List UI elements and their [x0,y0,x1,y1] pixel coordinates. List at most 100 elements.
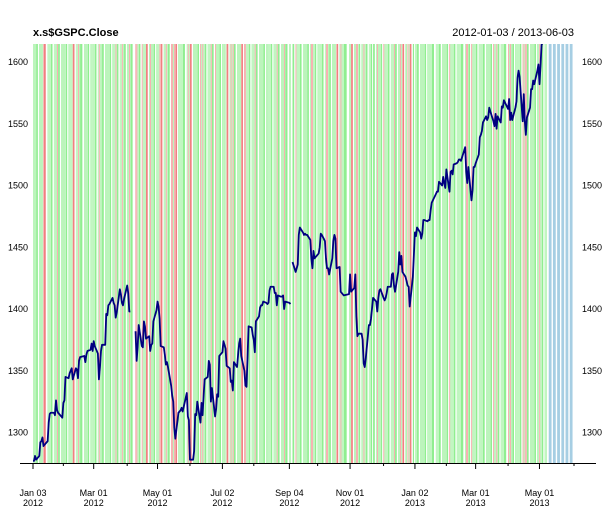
regime-band [159,44,161,463]
regime-band [306,44,307,463]
x-tick-label: May 01 [525,488,555,498]
regime-band [269,44,271,463]
regime-band [120,44,122,463]
chart-title: x.s$GSPC.Close [33,27,119,39]
regime-band [115,44,117,463]
regime-band [153,44,156,463]
regime-band [314,44,317,463]
date-range-label: 2012-01-03 / 2013-06-03 [452,27,574,39]
x-tick-label: Nov 01 [336,488,365,498]
regime-band [196,44,197,463]
regime-band [386,44,388,463]
x-tick-year-label: 2013 [405,498,425,508]
regime-band [124,44,126,463]
regime-band [90,44,92,463]
regime-band [268,44,270,463]
regime-band [260,44,261,463]
regime-band [173,44,174,463]
regime-band [266,44,267,463]
regime-band [361,44,363,463]
regime-band [34,44,35,463]
regime-band [452,44,454,463]
regime-band [39,44,40,463]
regime-band [116,44,119,463]
regime-band [105,44,106,463]
regime-band [262,44,263,463]
regime-band [515,44,516,463]
regime-band [267,44,268,463]
regime-band [435,44,437,463]
regime-band [489,44,490,463]
regime-band [150,44,151,463]
regime-band [500,44,502,463]
regime-band [41,44,42,463]
regime-band [277,44,280,463]
regime-band [451,44,453,463]
regime-band [431,44,434,463]
regime-band [439,44,441,463]
regime-band [255,44,258,463]
regime-band [64,44,65,463]
price-line [134,285,292,461]
y-tick-label-left: 1550 [8,119,28,129]
regime-band [444,44,445,463]
regime-band [376,44,377,463]
regime-band [402,44,405,463]
regime-band [94,44,97,463]
regime-band [182,44,185,463]
regime-band [474,44,476,463]
regime-band [85,44,86,463]
regime-band [233,44,236,463]
projection-band [557,44,560,463]
regime-band [530,44,531,463]
regime-band [121,44,123,463]
regime-band [181,44,183,463]
regime-band [384,44,386,463]
regime-band [482,44,485,463]
x-tick-label: Sep 04 [275,488,304,498]
price-line [33,284,131,462]
regime-band [107,44,108,463]
regime-band [509,44,510,463]
regime-band [541,44,544,463]
regime-band [495,44,497,463]
regime-band [284,44,285,463]
regime-band [424,44,427,463]
regime-band [201,44,203,463]
regime-band [238,44,239,463]
regime-band [119,44,121,463]
regime-band [209,44,211,463]
regime-band [178,44,180,463]
regime-band [219,44,221,463]
regime-band [152,44,153,463]
regime-band [429,44,431,463]
regime-band [194,44,195,463]
regime-band [540,44,542,463]
regime-band [106,44,107,463]
regime-band [259,44,260,463]
regime-band [377,44,378,463]
regime-band [97,44,99,463]
regime-band [427,44,429,463]
band-layer [33,44,573,463]
regime-band [218,44,219,463]
regime-band [478,44,480,463]
regime-band [508,44,509,463]
regime-band [146,44,148,463]
regime-band [449,44,451,463]
regime-band [539,44,541,463]
regime-band [368,44,370,463]
regime-band [187,44,189,463]
projection-band [561,44,565,463]
regime-band [68,44,70,463]
y-tick-label-left: 1300 [8,428,28,438]
regime-band [526,44,529,463]
regime-band [538,44,540,463]
regime-band [319,44,321,463]
regime-band [524,44,526,463]
y-tick-label-left: 1400 [8,304,28,314]
regime-band [486,44,487,463]
regime-band [334,44,335,463]
regime-band [112,44,114,463]
regime-band [35,44,36,463]
